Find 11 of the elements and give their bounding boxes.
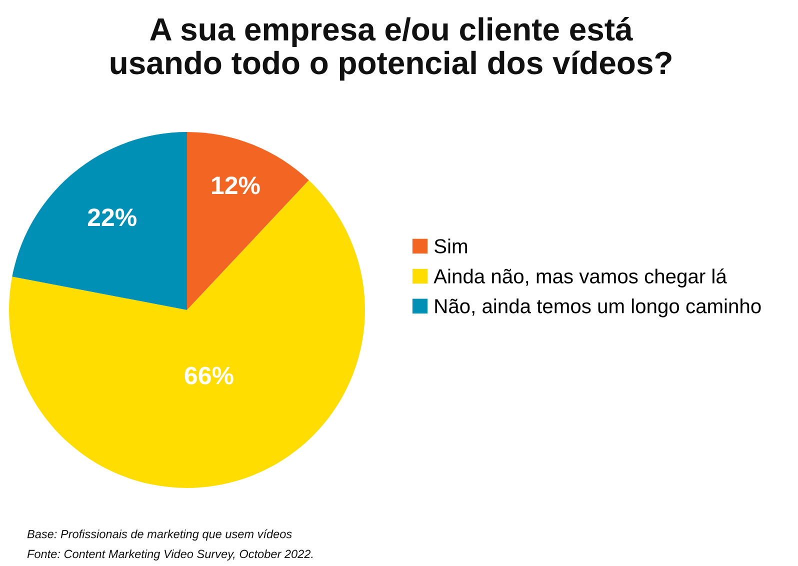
legend-label: Não, ainda temos um longo caminho: [435, 298, 761, 318]
pie-slice: [12, 132, 187, 310]
data-label: 22%: [88, 208, 136, 226]
chart-title: A sua empresa e/ou cliente está usando todo o potencial dos vídeos?: [110, 17, 672, 81]
legend-label: Ainda não, mas vamos chegar lá: [434, 268, 727, 288]
text: Base: Profissionais de marketing que usem vídeos: [27, 529, 292, 541]
legend-label: Sim: [434, 238, 467, 254]
data-label: 66%: [184, 366, 234, 384]
data-label: 12%: [212, 176, 260, 194]
source-note: Fonte: Content Marketing Video Survey, October 2022.: [27, 549, 313, 561]
pie-slice: [187, 132, 309, 310]
